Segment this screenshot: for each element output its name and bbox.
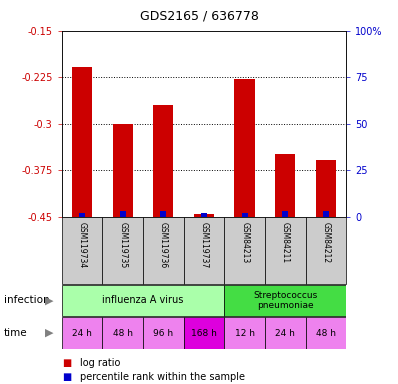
- Text: percentile rank within the sample: percentile rank within the sample: [80, 372, 245, 382]
- Text: 24 h: 24 h: [275, 329, 295, 338]
- Bar: [143, 217, 183, 284]
- Bar: [113, 124, 133, 217]
- Text: GSM119735: GSM119735: [118, 222, 127, 268]
- Text: GSM84212: GSM84212: [322, 222, 330, 263]
- Text: infection: infection: [4, 295, 50, 306]
- Text: ▶: ▶: [45, 328, 54, 338]
- Bar: [62, 217, 102, 284]
- Bar: [306, 217, 346, 284]
- Text: time: time: [4, 328, 27, 338]
- Text: 96 h: 96 h: [153, 329, 174, 338]
- Text: GSM119734: GSM119734: [78, 222, 86, 268]
- Bar: [275, 154, 295, 217]
- Text: GDS2165 / 636778: GDS2165 / 636778: [140, 10, 258, 23]
- Bar: [265, 318, 306, 349]
- Bar: [323, 211, 329, 217]
- Bar: [160, 211, 166, 217]
- Bar: [72, 67, 92, 217]
- Bar: [234, 79, 255, 217]
- Text: 24 h: 24 h: [72, 329, 92, 338]
- Text: 12 h: 12 h: [235, 329, 255, 338]
- Bar: [242, 213, 248, 217]
- Bar: [224, 217, 265, 284]
- Bar: [306, 318, 346, 349]
- Bar: [102, 318, 143, 349]
- Bar: [102, 217, 143, 284]
- Bar: [183, 318, 224, 349]
- Text: GSM119736: GSM119736: [159, 222, 168, 268]
- Bar: [153, 105, 174, 217]
- Bar: [265, 217, 306, 284]
- Text: 48 h: 48 h: [113, 329, 133, 338]
- Bar: [183, 217, 224, 284]
- Bar: [224, 285, 346, 316]
- Text: GSM84211: GSM84211: [281, 222, 290, 263]
- Bar: [224, 318, 265, 349]
- Bar: [62, 318, 102, 349]
- Text: influenza A virus: influenza A virus: [102, 295, 184, 306]
- Bar: [62, 285, 224, 316]
- Bar: [143, 318, 183, 349]
- Text: GSM84213: GSM84213: [240, 222, 249, 263]
- Bar: [316, 160, 336, 217]
- Text: 168 h: 168 h: [191, 329, 217, 338]
- Text: GSM119737: GSM119737: [199, 222, 209, 268]
- Bar: [282, 211, 288, 217]
- Bar: [79, 213, 85, 217]
- Bar: [201, 213, 207, 217]
- Text: log ratio: log ratio: [80, 358, 120, 368]
- Bar: [120, 211, 126, 217]
- Text: ▶: ▶: [45, 295, 54, 306]
- Text: 48 h: 48 h: [316, 329, 336, 338]
- Bar: [194, 214, 214, 217]
- Text: ■: ■: [62, 372, 71, 382]
- Text: Streptococcus
pneumoniae: Streptococcus pneumoniae: [253, 291, 318, 310]
- Text: ■: ■: [62, 358, 71, 368]
